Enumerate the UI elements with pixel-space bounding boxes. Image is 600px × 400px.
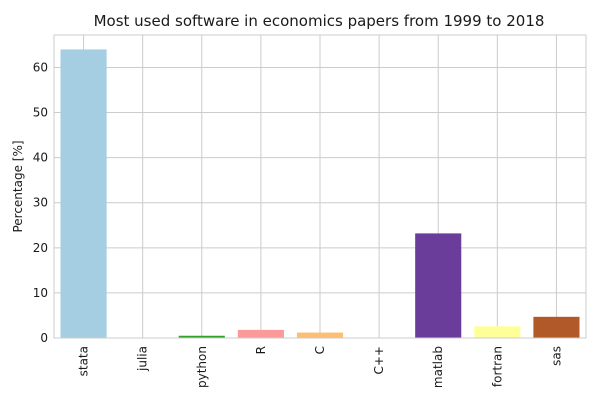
bar-r (237, 329, 284, 338)
y-axis-label: Percentage [%] (11, 140, 25, 232)
x-tick-label: python (195, 346, 209, 388)
bar-stata (60, 49, 107, 339)
y-tick-label: 60 (33, 60, 48, 74)
x-tick-label: sas (549, 346, 563, 366)
y-axis-ticks: 0 10 20 30 40 50 60 (33, 60, 48, 345)
y-tick-label: 20 (33, 241, 48, 255)
plot-frame (53, 34, 587, 339)
x-tick-label: C++ (372, 346, 386, 375)
x-tick-label: julia (136, 346, 150, 372)
y-tick-label: 50 (33, 106, 48, 120)
y-tick-label: 10 (33, 286, 48, 300)
bar-sas (533, 316, 580, 338)
y-tick-label: 40 (33, 151, 48, 165)
bar-matlab (415, 233, 462, 338)
y-tick-label: 0 (40, 331, 48, 345)
bar-c (296, 332, 344, 338)
y-tick-label: 30 (33, 196, 48, 210)
x-tick-label: C (313, 346, 327, 354)
bar-fortran (474, 326, 521, 338)
bar-python (178, 335, 225, 338)
bars (60, 49, 580, 339)
x-axis-ticks: stata julia python R C C++ matlab fortran sas (77, 346, 564, 388)
x-tick-label: matlab (431, 346, 445, 388)
x-tick-label: R (254, 346, 268, 354)
x-tick-label: stata (77, 346, 91, 376)
chart-title: Most used software in economics papers f… (94, 12, 545, 30)
gridlines (54, 35, 586, 339)
x-tick-label: fortran (490, 346, 504, 387)
